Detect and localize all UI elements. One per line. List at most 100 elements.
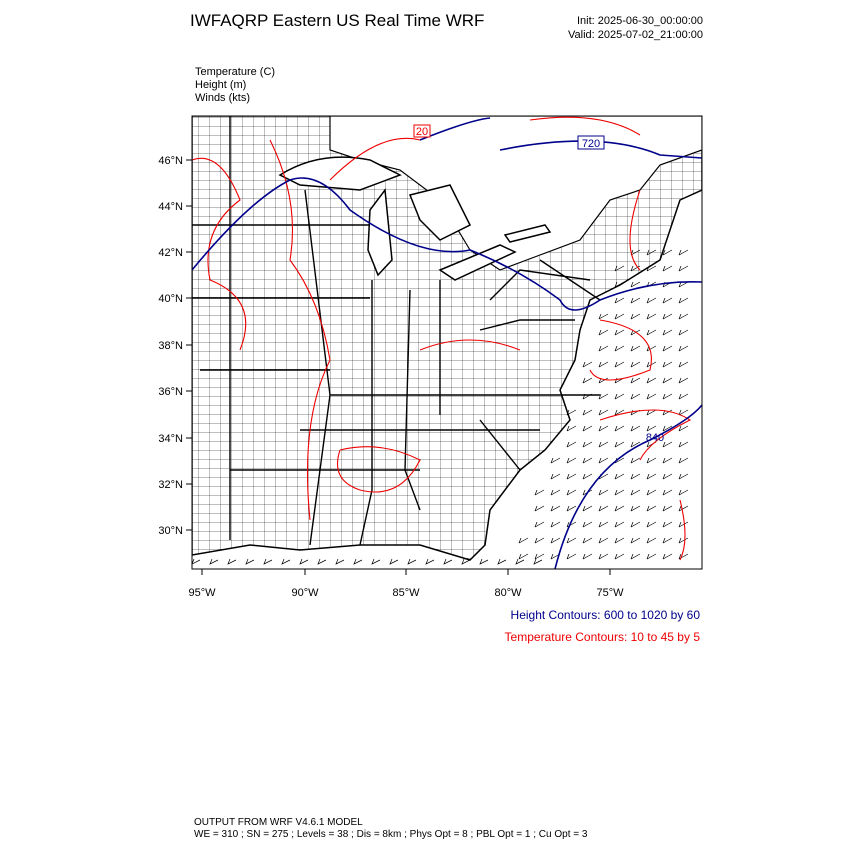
wind-barb [630,281,641,288]
wind-barb [534,537,545,544]
wind-barb [630,537,641,544]
wind-barb [678,345,689,352]
lon-label: 75°W [596,587,624,599]
state-borders [192,116,601,546]
wind-barb [550,489,561,496]
wind-barb [582,553,593,560]
wind-barb [614,473,625,480]
wind-barb [662,489,673,496]
lon-label: 85°W [392,587,420,599]
field-label: Winds (kts) [195,92,250,104]
wind-barb [662,249,673,256]
wind-barb [662,473,673,480]
wind-barb [550,537,561,544]
wind-barb [646,393,657,400]
contour-label: 20 [416,126,428,138]
wind-barb [678,297,689,304]
contour-label: 720 [582,138,600,150]
wind-barb [678,521,689,528]
wind-barb [678,425,689,432]
wind-barb [598,537,609,544]
map-frame [191,115,703,570]
wind-barb [614,313,625,320]
wind-barb [566,505,577,512]
wind-barb [353,558,363,565]
field-label: Height (m) [195,79,246,91]
wind-barb [566,537,577,544]
wind-barb [678,249,689,256]
footer-line: OUTPUT FROM WRF V4.6.1 MODEL [194,817,363,828]
wind-barb [678,457,689,464]
wind-barb [646,489,657,496]
wind-barb [598,521,609,528]
wind-barb [534,505,545,512]
wind-barb [566,473,577,480]
wind-barb [630,505,641,512]
wind-barb [566,457,577,464]
wind-barb [582,473,593,480]
height-legend: Height Contours: 600 to 1020 by 60 [511,608,701,622]
wind-barb [646,505,657,512]
wind-barb [662,505,673,512]
wind-barb [662,361,673,368]
wind-barb [598,313,609,320]
wind-barb [443,558,453,565]
wind-barb [582,457,593,464]
lat-label: 38°N [158,340,183,352]
wind-barb [614,393,625,400]
field-label: Temperature (C) [195,66,275,78]
wind-barb [662,313,673,320]
wind-barb [630,265,641,272]
wind-barb [630,457,641,464]
wind-barb [582,425,593,432]
wind-barb [534,489,545,496]
temperature-legend: Temperature Contours: 10 to 45 by 5 [505,630,701,644]
map-area: 20 720 840 [192,116,702,569]
wind-barb [614,489,625,496]
wind-barb [646,457,657,464]
wind-barb [614,553,625,560]
wind-barb [678,393,689,400]
wind-barb [614,537,625,544]
lake-superior [278,156,402,191]
init-time: Init: 2025-06-30_00:00:00 [577,15,703,27]
wind-barb [614,297,625,304]
wind-barb [614,265,625,272]
wind-barb [209,558,219,565]
wind-barb [678,329,689,336]
wind-barb [662,457,673,464]
wind-barb [630,297,641,304]
wind-barb [614,521,625,528]
wind-barb [598,505,609,512]
wind-barb [646,329,657,336]
lat-label: 40°N [158,293,183,305]
wind-barb [646,313,657,320]
wind-barb [646,553,657,560]
wind-barb [630,425,641,432]
wind-barb [518,553,529,560]
wind-barb [630,393,641,400]
wind-barb [582,537,593,544]
wind-barb [662,329,673,336]
wind-barb [263,558,273,565]
wind-barb [614,505,625,512]
wind-barb [550,521,561,528]
wind-barb [678,361,689,368]
wind-barb [598,441,609,448]
wind-barb [335,558,345,565]
lat-label: 42°N [158,247,183,259]
lat-label: 34°N [158,433,183,445]
lat-label: 32°N [158,479,183,491]
wind-barb [518,537,529,544]
wind-barb [299,558,309,565]
wind-barb [630,345,641,352]
lon-label: 80°W [494,587,522,599]
valid-time: Valid: 2025-07-02_21:00:00 [568,29,703,41]
wind-barb [550,505,561,512]
map-axes: 46°N 44°N 42°N 40°N 38°N 36°N 34°N 32°N 30°N 95°W… [158,155,624,599]
title: IWFAQRP Eastern US Real Time WRF [190,11,484,30]
lake-michigan [367,188,393,277]
wind-barb [678,537,689,544]
wind-barb [678,473,689,480]
wind-barb [662,297,673,304]
